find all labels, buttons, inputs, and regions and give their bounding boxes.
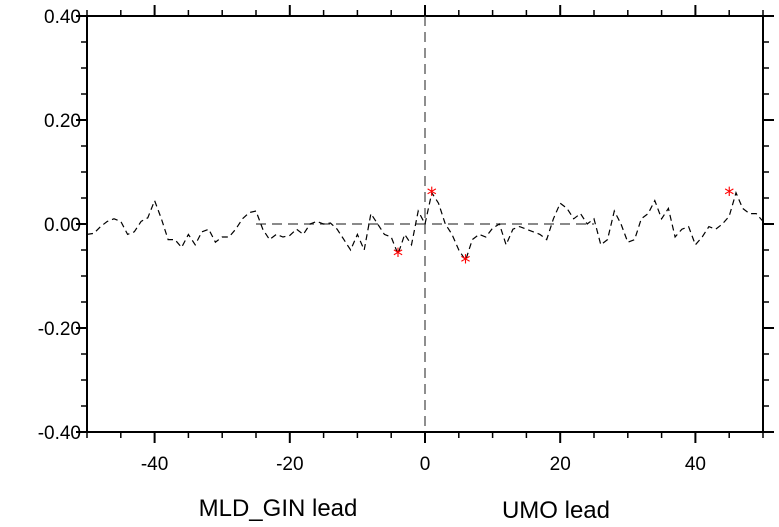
y-tick-label: -0.20 bbox=[38, 319, 81, 340]
significance-marker: * bbox=[461, 250, 471, 274]
significance-markers: * * * * bbox=[393, 183, 734, 275]
x-tick-label: -20 bbox=[276, 454, 303, 475]
x-tick-label: 20 bbox=[550, 454, 571, 475]
x-tick-label: 40 bbox=[685, 454, 706, 475]
axis-tick-labels: -40 -20 0 20 40 -0.40 -0.20 0.00 0.20 0.40 bbox=[38, 7, 706, 475]
x-axis-title-right: UMO lead bbox=[502, 497, 610, 524]
correlation-series-line bbox=[86, 191, 764, 262]
significance-marker: * bbox=[724, 183, 734, 207]
x-axis-title-left: MLD_GIN lead bbox=[199, 495, 358, 522]
series-layer bbox=[86, 191, 764, 262]
significance-marker: * bbox=[393, 244, 403, 268]
y-tick-label: 0.20 bbox=[44, 111, 81, 132]
y-tick-label: 0.40 bbox=[44, 7, 81, 28]
significance-marker: * bbox=[427, 183, 437, 207]
x-tick-label: -40 bbox=[141, 454, 168, 475]
y-tick-label: 0.00 bbox=[44, 215, 81, 236]
y-tick-label: -0.40 bbox=[38, 423, 81, 444]
x-tick-label: 0 bbox=[420, 454, 431, 475]
axis-ticks bbox=[76, 5, 774, 443]
reference-lines bbox=[256, 16, 594, 432]
